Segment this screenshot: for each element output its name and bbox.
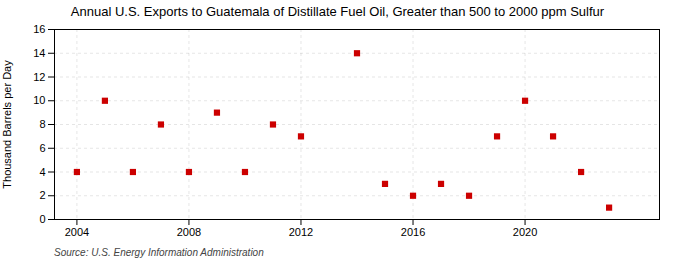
svg-text:8: 8 xyxy=(39,118,45,130)
svg-text:14: 14 xyxy=(33,47,45,59)
svg-text:6: 6 xyxy=(39,142,45,154)
svg-text:2012: 2012 xyxy=(289,226,313,238)
svg-text:2004: 2004 xyxy=(65,226,89,238)
html-text:Source: U.S. Energy Informatio: Source: U.S. Energy Information Administ… xyxy=(54,247,264,258)
svg-text:4: 4 xyxy=(39,166,45,178)
svg-text:Thousand Barrels per Day: Thousand Barrels per Day xyxy=(1,60,13,189)
svg-text:10: 10 xyxy=(33,94,45,106)
svg-text:12: 12 xyxy=(33,71,45,83)
svg-text:0: 0 xyxy=(39,213,45,225)
svg-text:2008: 2008 xyxy=(177,226,201,238)
svg-text:2020: 2020 xyxy=(513,226,537,238)
svg-text:2: 2 xyxy=(39,189,45,201)
svg-text:2016: 2016 xyxy=(401,226,425,238)
svg-text:16: 16 xyxy=(33,23,45,35)
html-text:Annual U.S. Exports to Guatema: Annual U.S. Exports to Guatemala of Dist… xyxy=(70,4,605,19)
